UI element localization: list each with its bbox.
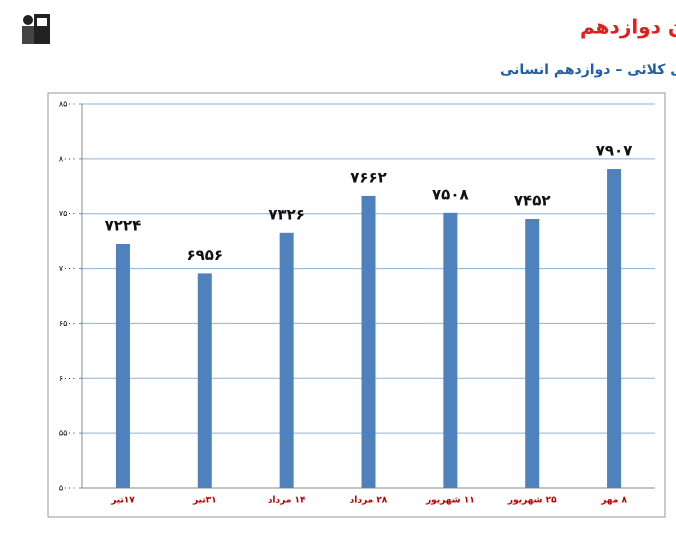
y-tick-label: ۵۵۰۰ — [59, 429, 76, 438]
y-tick-label: ۶۰۰۰ — [59, 374, 76, 383]
x-tick-label: ۲۵ شهریور — [507, 496, 557, 506]
x-tick-label: ۸ مهر — [600, 496, 627, 506]
chart-frame — [47, 92, 666, 518]
value-label: ۷۳۲۶ — [268, 205, 305, 223]
y-tick-label: ۸۰۰۰ — [59, 154, 76, 163]
chart-subtitle: عرفان نصراله پورمتی کلائی – دوازدهم انسا… — [500, 62, 676, 78]
x-tick-label: ۱۴ مرداد — [268, 496, 306, 506]
bar — [361, 195, 376, 489]
bar — [607, 169, 622, 488]
y-tick-label: ۸۵۰۰ — [59, 100, 76, 109]
bar — [525, 218, 540, 488]
value-label: ۷۵۰۸ — [432, 185, 469, 203]
bar — [279, 232, 294, 488]
bar — [443, 212, 458, 488]
y-tick-label: ۷۵۰۰ — [59, 209, 76, 218]
value-label: ۷۶۶۲ — [350, 168, 387, 186]
x-tick-label: ۳۱تیر — [192, 496, 217, 506]
logo — [22, 14, 50, 44]
x-tick-label: ۱۷تیر — [110, 496, 135, 506]
value-label: ۷۴۵۲ — [514, 191, 551, 209]
value-label: ۷۹۰۷ — [596, 142, 633, 160]
value-label: ۷۲۲۴ — [105, 216, 142, 234]
chart-title: شروع از تابستان : نمودار پیشرفت در تابست… — [580, 15, 676, 40]
y-tick-label: ۶۵۰۰ — [59, 319, 76, 328]
bar — [197, 273, 212, 488]
bar — [115, 243, 130, 488]
y-tick-label: ۷۰۰۰ — [59, 264, 76, 273]
x-tick-label: ۲۸ مرداد — [350, 496, 388, 506]
value-label: ۶۹۵۶ — [186, 246, 223, 264]
y-tick-label: ۵۰۰۰ — [59, 484, 76, 493]
x-tick-label: ۱۱ شهریور — [425, 496, 475, 506]
